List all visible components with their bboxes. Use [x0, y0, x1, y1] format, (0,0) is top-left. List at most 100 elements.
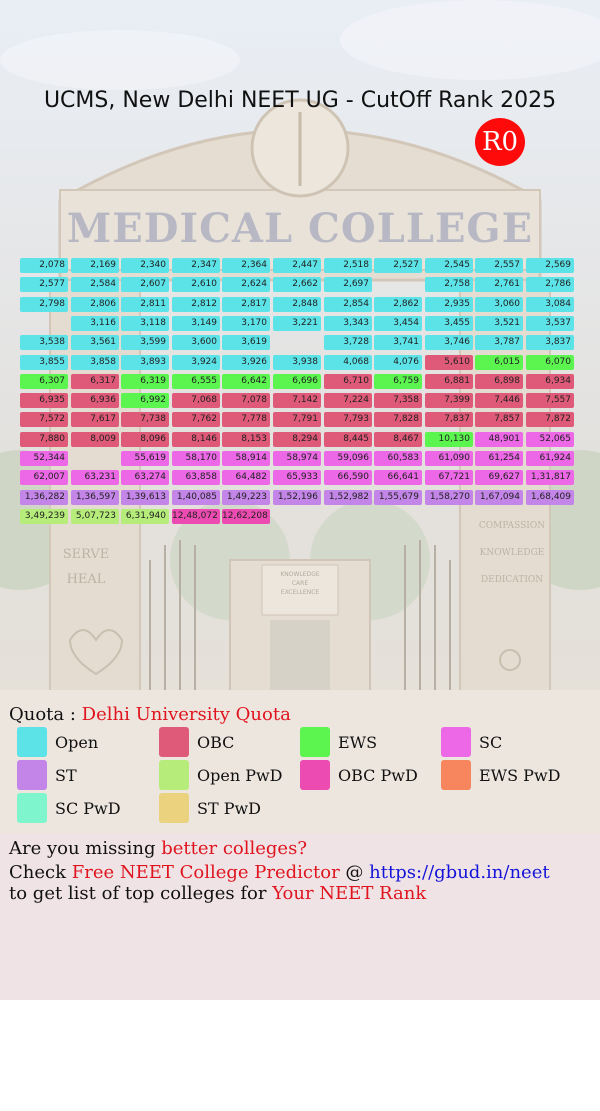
rank-cell: 1,36,282	[20, 490, 68, 505]
rank-cell: 8,096	[121, 432, 169, 447]
rank-cell: 3,599	[121, 335, 169, 350]
rank-cell: 6,696	[273, 374, 321, 389]
rank-cell: 3,728	[324, 335, 372, 350]
rank-cell: 61,090	[425, 451, 473, 466]
rank-cell: 48,901	[475, 432, 523, 447]
rank-cell: 3,221	[273, 316, 321, 331]
rank-cell: 66,590	[324, 470, 372, 485]
rank-cell: 1,31,817	[526, 470, 574, 485]
rank-cell: 7,399	[425, 393, 473, 408]
rank-cell: 4,076	[374, 355, 422, 370]
rank-cell: 8,294	[273, 432, 321, 447]
rank-cell: 6,015	[475, 355, 523, 370]
rank-cell: 3,455	[425, 316, 473, 331]
rank-cell: 2,758	[425, 277, 473, 292]
rank-cell: 6,307	[20, 374, 68, 389]
rank-cell: 62,007	[20, 470, 68, 485]
rank-cell: 65,933	[273, 470, 321, 485]
legend-label: OBC PwD	[338, 765, 418, 785]
promo-text: Are you missing	[9, 838, 162, 859]
legend-swatch	[300, 760, 330, 790]
promo-line-3: to get list of top colleges for Your NEE…	[9, 883, 426, 904]
rank-cell: 3,741	[374, 335, 422, 350]
rank-cell: 12,48,072	[172, 509, 220, 524]
pillar-text-heal: HEAL	[66, 572, 106, 587]
rank-cell: 3,893	[121, 355, 169, 370]
rank-cell: 12,62,208	[222, 509, 270, 524]
promo-text: Check	[9, 862, 72, 883]
rank-cell: 3,787	[475, 335, 523, 350]
rank-cell: 1,58,270	[425, 490, 473, 505]
rank-cell: 7,617	[71, 412, 119, 427]
rank-cell: 6,898	[475, 374, 523, 389]
rank-cell: 8,153	[222, 432, 270, 447]
rank-cell: 2,078	[20, 258, 68, 273]
rank-cell: 3,170	[222, 316, 270, 331]
rank-cell: 1,52,982	[324, 490, 372, 505]
rank-cell: 2,817	[222, 297, 270, 312]
rank-cell: 59,096	[324, 451, 372, 466]
pillar-text-serve: SERVE	[62, 547, 110, 562]
rank-cell: 3,49,239	[20, 509, 68, 524]
rank-cell: 3,060	[475, 297, 523, 312]
legend-label: Open	[55, 732, 99, 752]
rank-cell: 3,537	[526, 316, 574, 331]
rank-cell: 2,340	[121, 258, 169, 273]
legend-item: Open PwD	[159, 760, 283, 790]
legend-swatch	[17, 727, 47, 757]
legend-item: OBC PwD	[300, 760, 418, 790]
quota-line: Quota : Delhi University Quota	[9, 704, 291, 725]
rank-cell: 2,569	[526, 258, 574, 273]
predictor-url-link[interactable]: https://gbud.in/neet	[369, 862, 550, 883]
rank-cell: 7,872	[526, 412, 574, 427]
rank-cell: 6,710	[324, 374, 372, 389]
rank-cell: 1,40,085	[172, 490, 220, 505]
rank-cell: 58,170	[172, 451, 220, 466]
rank-cell: 2,347	[172, 258, 220, 273]
rank-cell: 3,538	[20, 335, 68, 350]
legend-item: ST PwD	[159, 793, 261, 823]
rank-cell: 69,627	[475, 470, 523, 485]
rank-cell: 7,837	[425, 412, 473, 427]
legend-item: ST	[17, 760, 77, 790]
predictor-link-text[interactable]: Free NEET College Predictor	[71, 862, 340, 883]
legend-swatch	[441, 727, 471, 757]
legend-label: Open PwD	[197, 765, 283, 785]
rank-cell: 8,146	[172, 432, 220, 447]
promo-text: @	[339, 862, 370, 883]
rank-cell: 58,914	[222, 451, 270, 466]
rank-cell: 1,68,409	[526, 490, 574, 505]
rank-cell: 63,858	[172, 470, 220, 485]
rank-cell: 3,561	[71, 335, 119, 350]
rank-cell: 8,445	[324, 432, 372, 447]
rank-cell: 1,49,223	[222, 490, 270, 505]
legend-swatch	[441, 760, 471, 790]
legend-swatch	[159, 760, 189, 790]
rank-cell: 7,142	[273, 393, 321, 408]
rank-cell: 3,454	[374, 316, 422, 331]
legend-label: SC	[479, 732, 503, 752]
rank-cell: 7,762	[172, 412, 220, 427]
rank-cell: 1,52,196	[273, 490, 321, 505]
rank-cell: 7,793	[324, 412, 372, 427]
rank-cell: 2,862	[374, 297, 422, 312]
rank-cell: 5,07,723	[71, 509, 119, 524]
rank-cell: 2,624	[222, 277, 270, 292]
rank-cell: 7,857	[475, 412, 523, 427]
rank-cell: 3,149	[172, 316, 220, 331]
legend-swatch	[17, 760, 47, 790]
rank-cell: 66,641	[374, 470, 422, 485]
legend-item: SC PwD	[17, 793, 121, 823]
legend-label: ST PwD	[197, 798, 262, 818]
rank-cell: 7,446	[475, 393, 523, 408]
rank-cell: 60,583	[374, 451, 422, 466]
rank-cell: 3,924	[172, 355, 220, 370]
pillar-text-dedication: DEDICATION	[480, 575, 544, 585]
rank-cell: 6,642	[222, 374, 270, 389]
legend-item: OBC	[159, 727, 234, 757]
rank-cell: 2,527	[374, 258, 422, 273]
rank-cell: 3,600	[172, 335, 220, 350]
rank-cell: 3,116	[71, 316, 119, 331]
legend-swatch	[17, 793, 47, 823]
promo-section: Are you missing better colleges? Check F…	[0, 833, 600, 1000]
